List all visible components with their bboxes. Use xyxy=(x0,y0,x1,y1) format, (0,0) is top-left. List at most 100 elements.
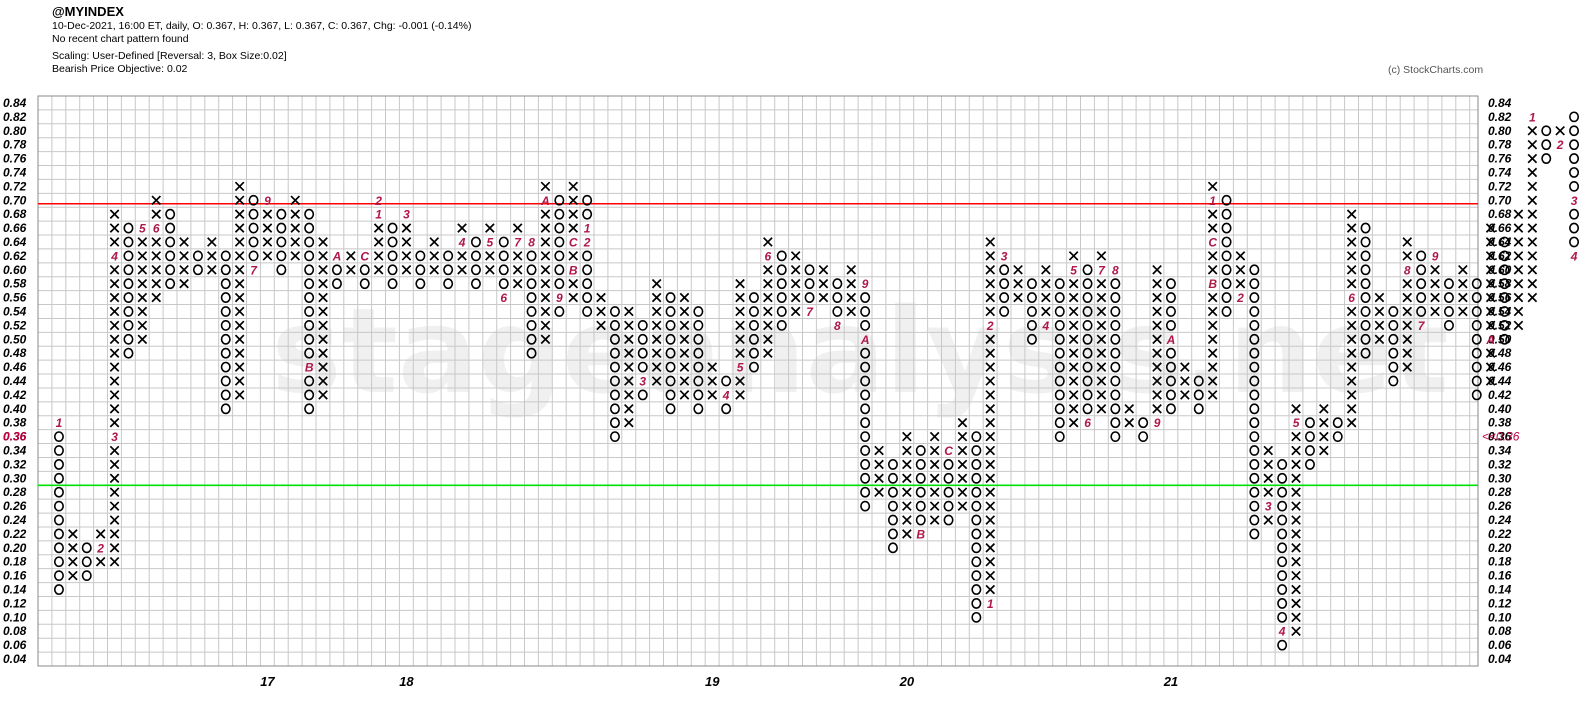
pf-column xyxy=(1513,209,1524,331)
o-box xyxy=(1277,598,1288,609)
x-box xyxy=(1180,376,1190,386)
o-box xyxy=(665,333,676,345)
o-box xyxy=(1249,528,1260,540)
pf-column: B xyxy=(304,208,315,415)
x-box xyxy=(1346,278,1357,289)
o-box xyxy=(53,459,64,470)
pf-column: 4 xyxy=(721,375,732,415)
o-box xyxy=(582,264,593,276)
o-box xyxy=(498,236,509,248)
x-box xyxy=(818,292,829,303)
x-box xyxy=(234,376,245,386)
x-box xyxy=(1485,362,1496,372)
x-box xyxy=(429,251,440,261)
x-box xyxy=(1207,223,1218,233)
x-box xyxy=(1485,320,1496,331)
y-tick-label-left: 0.52 xyxy=(3,318,27,332)
x-box xyxy=(1485,223,1496,233)
x-box xyxy=(1235,278,1246,289)
y-tick-label-right: 0.34 xyxy=(1488,444,1512,458)
o-box xyxy=(887,459,898,470)
x-box xyxy=(234,306,245,317)
pf-column xyxy=(1374,292,1385,345)
o-box xyxy=(53,472,64,484)
y-tick-label-right: 0.30 xyxy=(1488,471,1512,485)
o-box xyxy=(331,264,342,276)
o-box xyxy=(860,445,871,456)
o-box xyxy=(1054,333,1065,345)
x-box xyxy=(1096,348,1107,358)
pf-column xyxy=(165,208,176,290)
o-box xyxy=(1569,139,1580,151)
o-box xyxy=(943,459,954,470)
o-box xyxy=(1499,250,1510,262)
plot-frame xyxy=(37,95,1479,667)
o-box xyxy=(1388,333,1399,345)
y-tick-label-left: 0.34 xyxy=(3,444,27,458)
pf-column: 8 xyxy=(832,278,843,333)
x-box xyxy=(1291,612,1301,623)
month-marker: 9 xyxy=(556,291,563,305)
month-marker: B xyxy=(305,361,314,375)
x-box xyxy=(318,390,328,400)
o-box xyxy=(1443,319,1454,331)
o-box xyxy=(582,208,593,220)
pf-column xyxy=(123,222,134,359)
x-box xyxy=(735,320,745,331)
o-box xyxy=(1221,250,1232,262)
o-box xyxy=(1249,514,1260,526)
symbol-title: @MYINDEX xyxy=(52,4,124,19)
o-box xyxy=(53,556,64,568)
x-box xyxy=(846,306,857,317)
x-box xyxy=(1207,306,1218,317)
month-marker: A xyxy=(332,249,342,263)
o-box xyxy=(693,333,704,345)
o-box xyxy=(1249,347,1260,359)
o-box xyxy=(860,486,871,498)
x-box xyxy=(1096,251,1107,261)
month-marker: 9 xyxy=(862,277,869,291)
month-marker: 6 xyxy=(1084,416,1091,430)
pf-column: 2 xyxy=(1235,251,1246,305)
o-box xyxy=(860,500,871,512)
pf-column: 12 xyxy=(373,194,384,275)
o-box xyxy=(415,264,426,276)
month-marker: 2 xyxy=(1236,291,1244,305)
x-box xyxy=(1207,348,1218,358)
x-box xyxy=(1207,292,1218,303)
o-box xyxy=(1249,319,1260,331)
o-box xyxy=(1360,319,1371,331)
o-box xyxy=(860,417,871,429)
x-box xyxy=(1513,237,1524,247)
o-box xyxy=(609,306,620,317)
x-box xyxy=(735,292,745,303)
o-box xyxy=(123,292,134,303)
y-tick-label-right: 0.04 xyxy=(1488,652,1512,666)
o-box xyxy=(971,431,982,443)
pf-column xyxy=(318,237,328,400)
pf-column: 3 xyxy=(999,249,1010,317)
o-box xyxy=(1165,389,1176,401)
x-box xyxy=(109,556,120,567)
y-tick-label-left: 0.84 xyxy=(3,96,27,110)
o-box xyxy=(1541,153,1552,164)
x-box xyxy=(985,487,996,498)
o-box xyxy=(526,347,537,359)
x-box xyxy=(985,543,996,553)
o-box xyxy=(359,264,370,276)
pf-column: BC xyxy=(568,181,579,303)
month-marker: C xyxy=(944,444,953,458)
y-tick-label-right: 0.32 xyxy=(1488,457,1512,471)
pf-column: 7 xyxy=(804,264,815,319)
month-marker: 8 xyxy=(1112,263,1119,277)
o-box xyxy=(915,445,926,456)
pf-column xyxy=(748,292,759,373)
o-box xyxy=(1360,278,1371,290)
o-box xyxy=(609,417,620,429)
year-label: 21 xyxy=(1163,674,1178,689)
o-box xyxy=(526,278,537,290)
pf-column xyxy=(1458,264,1468,317)
o-box xyxy=(1054,361,1065,373)
x-box xyxy=(735,334,745,345)
y-tick-label-left: 0.32 xyxy=(3,457,27,471)
